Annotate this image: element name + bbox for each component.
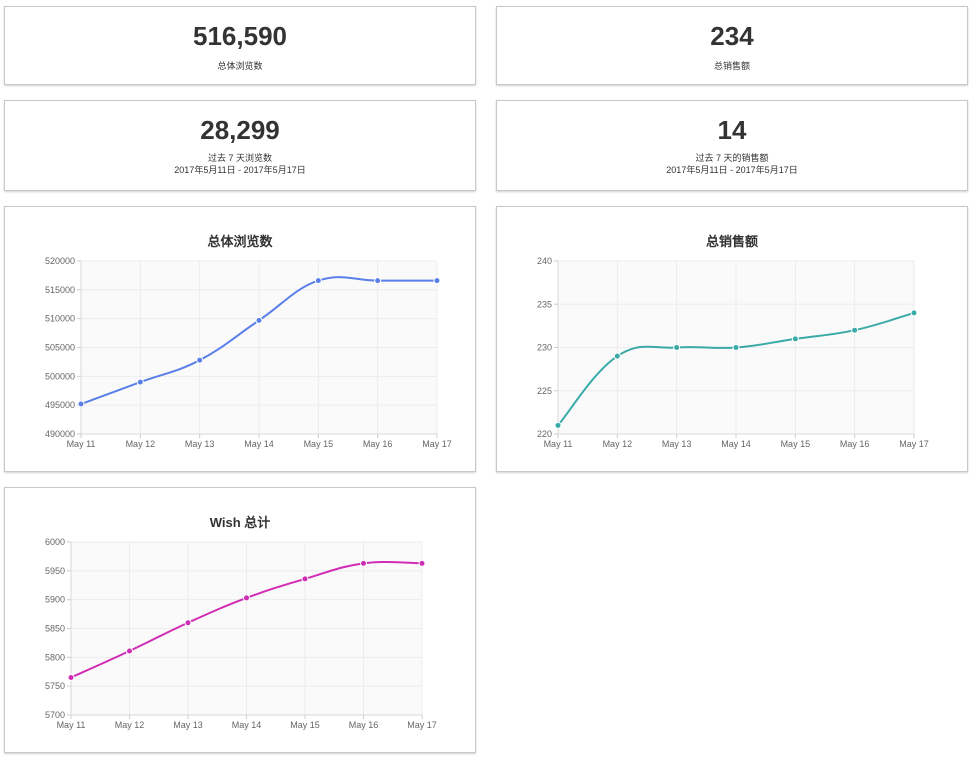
y-tick-label: 225 [537, 386, 552, 396]
y-tick-label: 5750 [45, 681, 65, 691]
x-tick-label: May 13 [173, 720, 203, 730]
chart-card-total-views: 总体浏览数 490000 495000 500000 505000 510000 5150… [4, 206, 476, 472]
x-tick-label: May 15 [304, 439, 334, 449]
stat-card-sales-7d: 14 过去 7 天的销售额 2017年5月11日 - 2017年5月17日 [496, 100, 968, 191]
total-views-value: 516,590 [193, 21, 287, 51]
chart-total-sales: 220 225 230 235 240 May 11 May 12 May 13 May 14 M… [537, 256, 929, 449]
data-point [851, 326, 859, 334]
y-tick-label: 5900 [45, 595, 65, 605]
y-tick-label: 6000 [45, 537, 65, 547]
chart-title: 总销售额 [705, 234, 758, 249]
data-point [243, 594, 250, 602]
x-tick-label: May 15 [290, 720, 320, 730]
total-views-label: 总体浏览数 [217, 61, 263, 71]
data-point [196, 356, 204, 364]
y-tick-label: 495000 [45, 400, 75, 410]
data-point [301, 575, 309, 583]
y-tick-label: 515000 [45, 285, 75, 295]
x-tick-label: May 16 [363, 439, 393, 449]
chart-card-wish-total: Wish 总计 5700 5750 5800 5850 5900 5950 6000 May … [4, 487, 476, 753]
y-tick-label: 230 [537, 343, 552, 353]
chart-total-views: 490000 495000 500000 505000 510000 515000 5200… [45, 256, 452, 449]
chart-card-total-sales: 总销售额 220 225 230 235 240 May 11 May 12 May 13 Ma… [496, 206, 968, 472]
x-tick-label: May 17 [899, 439, 929, 449]
data-point [360, 559, 367, 567]
y-tick-label: 500000 [45, 371, 75, 381]
data-point [433, 277, 441, 285]
chart-title: Wish 总计 [209, 515, 271, 530]
x-tick-label: May 17 [407, 720, 437, 730]
x-tick-label: May 14 [721, 439, 751, 449]
total-sales-label: 总销售额 [713, 61, 750, 71]
chart-title: 总体浏览数 [207, 234, 273, 249]
x-tick-label: May 14 [244, 439, 274, 449]
data-point [673, 344, 681, 351]
data-point [910, 309, 918, 317]
data-point [554, 421, 562, 429]
sales-7d-range: 2017年5月11日 - 2017年5月17日 [666, 165, 798, 175]
sales-7d-value: 14 [717, 115, 747, 145]
x-tick-label: May 14 [232, 720, 262, 730]
x-tick-label: May 12 [126, 439, 156, 449]
y-tick-label: 5800 [45, 652, 65, 662]
x-tick-label: May 11 [57, 720, 86, 730]
data-point [184, 619, 192, 627]
x-tick-label: May 16 [349, 720, 379, 730]
data-point [791, 335, 799, 343]
views-7d-label: 过去 7 天浏览数 [207, 153, 272, 163]
data-point [374, 277, 382, 285]
y-tick-label: 5950 [45, 566, 65, 576]
y-tick-label: 490000 [45, 429, 75, 439]
data-point [418, 559, 426, 567]
stat-card-views-7d: 28,299 过去 7 天浏览数 2017年5月11日 - 2017年5月17日 [4, 100, 476, 191]
x-tick-label: May 13 [185, 439, 215, 449]
x-tick-label: May 11 [544, 439, 573, 449]
data-point [126, 647, 133, 655]
x-tick-label: May 13 [662, 439, 692, 449]
y-tick-label: 235 [537, 299, 552, 309]
data-point [77, 400, 85, 408]
y-tick-label: 240 [537, 256, 552, 266]
data-point [314, 277, 322, 285]
x-tick-label: May 12 [115, 720, 145, 730]
y-tick-label: 520000 [45, 256, 75, 266]
total-sales-value: 234 [710, 21, 754, 51]
x-tick-label: May 15 [781, 439, 811, 449]
data-point [255, 316, 263, 324]
y-tick-label: 220 [537, 429, 552, 439]
data-point [732, 344, 740, 351]
x-tick-label: May 17 [422, 439, 452, 449]
stat-card-total-sales: 234 总销售额 [496, 6, 968, 85]
chart-wish-total: 5700 5750 5800 5850 5900 5950 6000 May 11 May 12… [45, 537, 437, 730]
data-point [67, 674, 75, 682]
x-tick-label: May 12 [603, 439, 633, 449]
x-tick-label: May 11 [67, 439, 96, 449]
views-7d-value: 28,299 [200, 115, 280, 145]
y-tick-label: 5850 [45, 624, 65, 634]
stat-card-total-views: 516,590 总体浏览数 [4, 6, 476, 85]
y-tick-label: 510000 [45, 314, 75, 324]
views-7d-range: 2017年5月11日 - 2017年5月17日 [174, 165, 306, 175]
sales-7d-label: 过去 7 天的销售额 [695, 153, 769, 163]
data-point [136, 378, 144, 386]
y-tick-label: 505000 [45, 343, 75, 353]
y-tick-label: 5700 [45, 710, 65, 720]
x-tick-label: May 16 [840, 439, 870, 449]
data-point [613, 352, 621, 360]
